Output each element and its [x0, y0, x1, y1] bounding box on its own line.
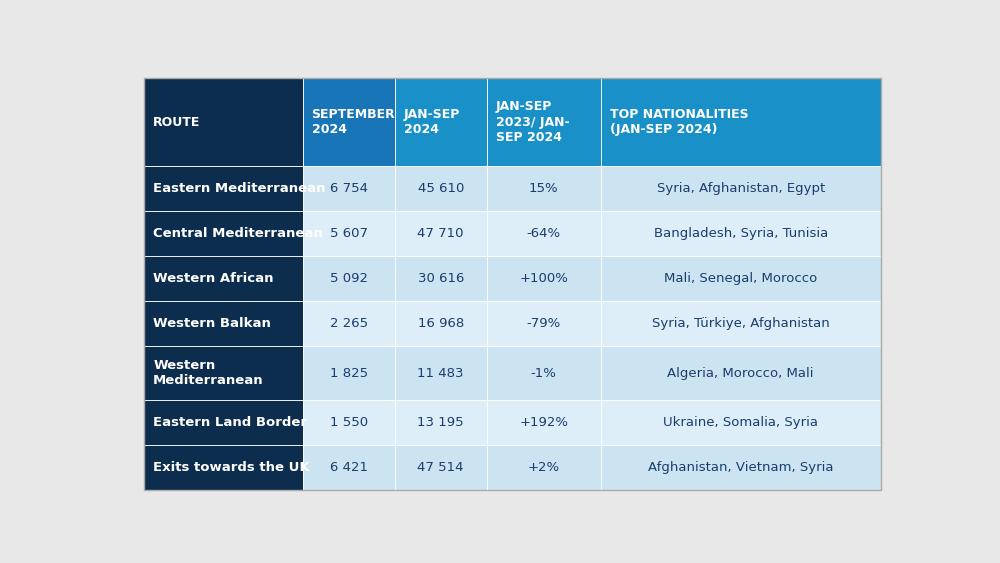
Text: 6 421: 6 421	[330, 461, 368, 474]
Text: Afghanistan, Vietnam, Syria: Afghanistan, Vietnam, Syria	[648, 461, 833, 474]
Text: +100%: +100%	[519, 272, 568, 285]
Bar	[303, 166, 395, 211]
Bar	[144, 211, 303, 256]
Bar	[487, 256, 601, 301]
Text: -64%: -64%	[527, 227, 561, 240]
Text: 5 607: 5 607	[330, 227, 368, 240]
Text: 13 195: 13 195	[417, 416, 464, 429]
Bar	[395, 256, 487, 301]
Bar	[395, 346, 487, 400]
Text: JAN-SEP
2024: JAN-SEP 2024	[404, 108, 460, 136]
Bar	[601, 166, 881, 211]
Text: TOP NATIONALITIES
(JAN-SEP 2024): TOP NATIONALITIES (JAN-SEP 2024)	[610, 108, 748, 136]
Bar	[601, 346, 881, 400]
Bar	[395, 211, 487, 256]
Text: +2%: +2%	[528, 461, 560, 474]
Text: Western African: Western African	[153, 272, 274, 285]
Text: -1%: -1%	[531, 367, 557, 379]
Text: 45 610: 45 610	[418, 182, 464, 195]
Text: JAN-SEP
2023/ JAN-
SEP 2024: JAN-SEP 2023/ JAN- SEP 2024	[496, 100, 569, 144]
Text: 11 483: 11 483	[417, 367, 464, 379]
Bar	[601, 78, 881, 166]
Text: Eastern Mediterranean: Eastern Mediterranean	[153, 182, 326, 195]
Text: Western Balkan: Western Balkan	[153, 317, 271, 330]
Bar	[144, 256, 303, 301]
Bar	[487, 166, 601, 211]
Text: Syria, Afghanistan, Egypt: Syria, Afghanistan, Egypt	[657, 182, 825, 195]
Text: 1 825: 1 825	[330, 367, 368, 379]
Bar	[395, 166, 487, 211]
Text: 30 616: 30 616	[418, 272, 464, 285]
Bar	[487, 400, 601, 445]
Bar	[487, 346, 601, 400]
Text: Mali, Senegal, Morocco: Mali, Senegal, Morocco	[664, 272, 817, 285]
Text: -79%: -79%	[527, 317, 561, 330]
Bar	[601, 445, 881, 490]
Text: Bangladesh, Syria, Tunisia: Bangladesh, Syria, Tunisia	[654, 227, 828, 240]
Text: Western
Mediterranean: Western Mediterranean	[153, 359, 264, 387]
Bar	[303, 400, 395, 445]
Bar	[303, 301, 395, 346]
Bar	[395, 78, 487, 166]
Bar	[303, 445, 395, 490]
Text: Ukraine, Somalia, Syria: Ukraine, Somalia, Syria	[663, 416, 818, 429]
Bar	[487, 78, 601, 166]
Text: +192%: +192%	[519, 416, 568, 429]
Bar	[395, 445, 487, 490]
Bar	[601, 256, 881, 301]
Text: 16 968: 16 968	[418, 317, 464, 330]
Text: 47 514: 47 514	[417, 461, 464, 474]
Text: Central Mediterranean: Central Mediterranean	[153, 227, 323, 240]
Bar	[144, 301, 303, 346]
Text: 2 265: 2 265	[330, 317, 368, 330]
Bar	[601, 301, 881, 346]
Bar	[487, 301, 601, 346]
Text: ROUTE: ROUTE	[153, 115, 201, 129]
Bar	[144, 346, 303, 400]
Text: Syria, Türkiye, Afghanistan: Syria, Türkiye, Afghanistan	[652, 317, 830, 330]
Bar	[144, 445, 303, 490]
Bar	[303, 346, 395, 400]
Bar	[487, 445, 601, 490]
Text: Eastern Land Border: Eastern Land Border	[153, 416, 307, 429]
Bar	[144, 166, 303, 211]
Bar	[144, 78, 303, 166]
Bar	[144, 400, 303, 445]
Text: 6 754: 6 754	[330, 182, 368, 195]
Bar	[487, 211, 601, 256]
Text: Exits towards the UK: Exits towards the UK	[153, 461, 310, 474]
Bar	[601, 211, 881, 256]
Bar	[303, 78, 395, 166]
Text: 5 092: 5 092	[330, 272, 368, 285]
Text: Algeria, Morocco, Mali: Algeria, Morocco, Mali	[667, 367, 814, 379]
Text: 15%: 15%	[529, 182, 559, 195]
Bar	[395, 400, 487, 445]
Text: 47 710: 47 710	[417, 227, 464, 240]
Bar	[601, 400, 881, 445]
Text: 1 550: 1 550	[330, 416, 368, 429]
Bar	[303, 211, 395, 256]
Bar	[303, 256, 395, 301]
Text: SEPTEMBER
2024: SEPTEMBER 2024	[312, 108, 395, 136]
Bar	[395, 301, 487, 346]
